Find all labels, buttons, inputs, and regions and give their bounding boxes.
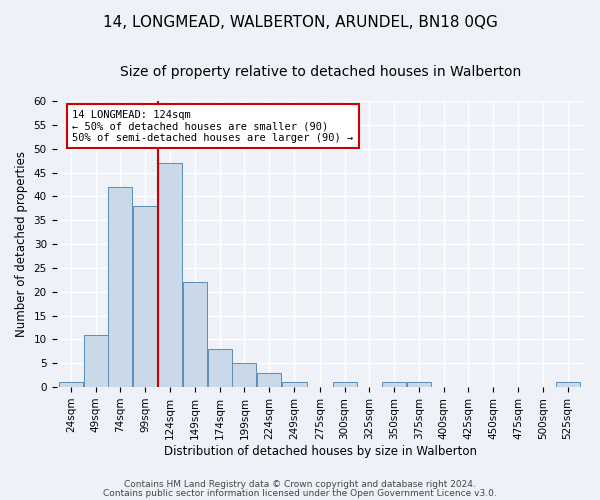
Text: Contains HM Land Registry data © Crown copyright and database right 2024.: Contains HM Land Registry data © Crown c… — [124, 480, 476, 489]
Bar — [556, 382, 580, 387]
Bar — [59, 382, 83, 387]
Bar — [158, 163, 182, 387]
Title: Size of property relative to detached houses in Walberton: Size of property relative to detached ho… — [120, 65, 521, 79]
Bar — [257, 373, 281, 387]
Text: Contains public sector information licensed under the Open Government Licence v3: Contains public sector information licen… — [103, 488, 497, 498]
Bar — [232, 364, 256, 387]
Bar — [133, 206, 157, 387]
Bar — [332, 382, 356, 387]
X-axis label: Distribution of detached houses by size in Walberton: Distribution of detached houses by size … — [164, 444, 477, 458]
Bar — [208, 349, 232, 387]
Y-axis label: Number of detached properties: Number of detached properties — [15, 151, 28, 337]
Bar — [282, 382, 307, 387]
Text: 14, LONGMEAD, WALBERTON, ARUNDEL, BN18 0QG: 14, LONGMEAD, WALBERTON, ARUNDEL, BN18 0… — [103, 15, 497, 30]
Bar — [83, 334, 107, 387]
Bar — [109, 187, 133, 387]
Bar — [407, 382, 431, 387]
Text: 14 LONGMEAD: 124sqm
← 50% of detached houses are smaller (90)
50% of semi-detach: 14 LONGMEAD: 124sqm ← 50% of detached ho… — [73, 110, 353, 143]
Bar — [382, 382, 406, 387]
Bar — [183, 282, 207, 387]
